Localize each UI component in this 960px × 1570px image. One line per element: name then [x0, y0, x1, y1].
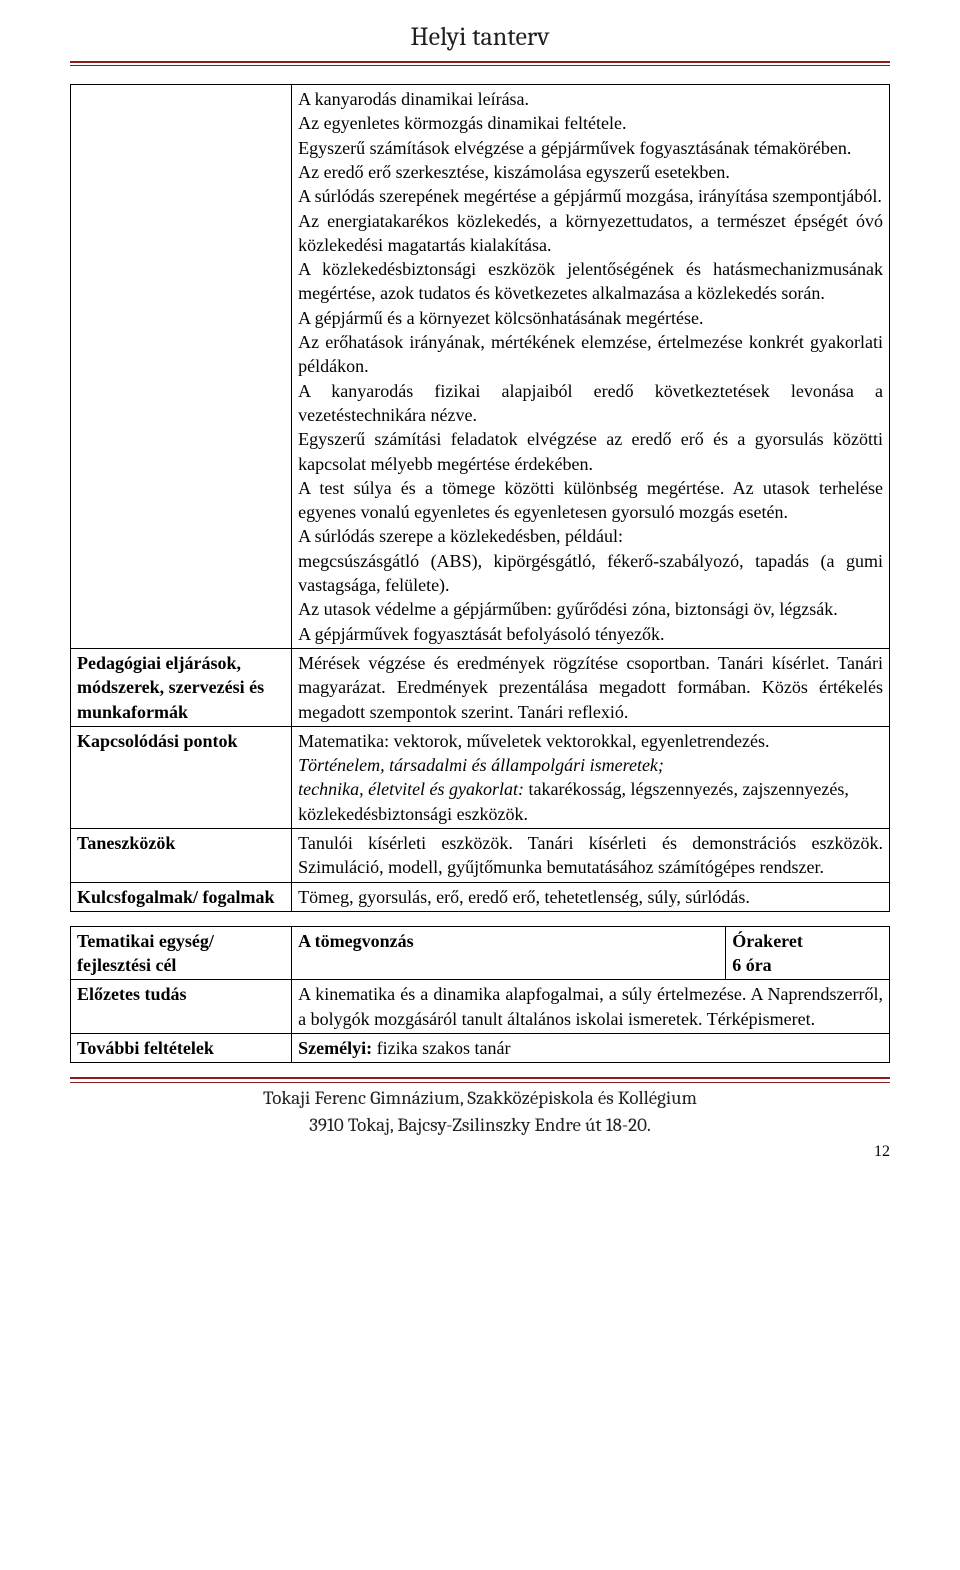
- page-footer: Tokaji Ferenc Gimnázium, Szakközépiskola…: [70, 1077, 890, 1162]
- row-content: Tanulói kísérleti eszközök. Tanári kísér…: [292, 829, 890, 883]
- row-content: Tömeg, gyorsulás, erő, eredő erő, tehete…: [292, 882, 890, 911]
- content-text: A kanyarodás dinamikai leírása. Az egyen…: [298, 89, 883, 644]
- footer-rule-thin: [70, 1082, 890, 1083]
- row-timeframe: Órakeret 6 óra: [726, 926, 890, 980]
- row-content: Személyi: fizika szakos tanár: [292, 1034, 890, 1063]
- content-line: Matematika: vektorok, műveletek vektorok…: [298, 731, 769, 751]
- row-content-title: A tömegvonzás: [292, 926, 726, 980]
- table-row: További feltételek Személyi: fizika szak…: [71, 1034, 890, 1063]
- content-line: takarékosság, légszennyezés, zajszennyez…: [524, 779, 849, 799]
- page-number: 12: [70, 1141, 890, 1163]
- timeframe-value: 6 óra: [732, 955, 772, 975]
- row-content: A kinematika és a dinamika alapfogalmai,…: [292, 980, 890, 1034]
- table-row: Taneszközök Tanulói kísérleti eszközök. …: [71, 829, 890, 883]
- table-row: Előzetes tudás A kinematika és a dinamik…: [71, 980, 890, 1034]
- row-label: További feltételek: [71, 1034, 292, 1063]
- curriculum-table-2: Tematikai egység/ fejlesztési cél A töme…: [70, 926, 890, 1063]
- header-rule-thick: [70, 61, 890, 63]
- content-text: fizika szakos tanár: [372, 1038, 510, 1058]
- table-row: Kulcsfogalmak/ fogalmak Tömeg, gyorsulás…: [71, 882, 890, 911]
- row-label: Taneszközök: [71, 829, 292, 883]
- footer-institution: Tokaji Ferenc Gimnázium, Szakközépiskola…: [70, 1086, 890, 1112]
- row-content: Mérések végzése és eredmények rögzítése …: [292, 648, 890, 726]
- page-title: Helyi tanterv: [70, 20, 890, 55]
- content-line-italic: technika, életvitel és gyakorlat:: [298, 779, 524, 799]
- content-line-italic: Történelem, társadalmi és állampolgári i…: [298, 755, 664, 775]
- content-bold: Személyi:: [298, 1038, 372, 1058]
- content-line: közlekedésbiztonsági eszközök.: [298, 804, 528, 824]
- row-label: Kapcsolódási pontok: [71, 726, 292, 828]
- curriculum-table-1: A kanyarodás dinamikai leírása. Az egyen…: [70, 84, 890, 912]
- header-rule-thin: [70, 65, 890, 66]
- row-label: Tematikai egység/ fejlesztési cél: [71, 926, 292, 980]
- table-row: Pedagógiai eljárások, módszerek, szervez…: [71, 648, 890, 726]
- footer-address: 3910 Tokaj, Bajcsy-Zsilinszky Endre út 1…: [70, 1113, 890, 1139]
- row-label: Előzetes tudás: [71, 980, 292, 1034]
- row-label: Pedagógiai eljárások, módszerek, szervez…: [71, 648, 292, 726]
- timeframe-label: Órakeret: [732, 931, 803, 951]
- row-label: Kulcsfogalmak/ fogalmak: [71, 882, 292, 911]
- row-content: Matematika: vektorok, műveletek vektorok…: [292, 726, 890, 828]
- table-row: Kapcsolódási pontok Matematika: vektorok…: [71, 726, 890, 828]
- table-row: A kanyarodás dinamikai leírása. Az egyen…: [71, 85, 890, 649]
- table-row: Tematikai egység/ fejlesztési cél A töme…: [71, 926, 890, 980]
- row-label-empty: [71, 85, 292, 649]
- footer-rule-thick: [70, 1077, 890, 1079]
- row-content: A kanyarodás dinamikai leírása. Az egyen…: [292, 85, 890, 649]
